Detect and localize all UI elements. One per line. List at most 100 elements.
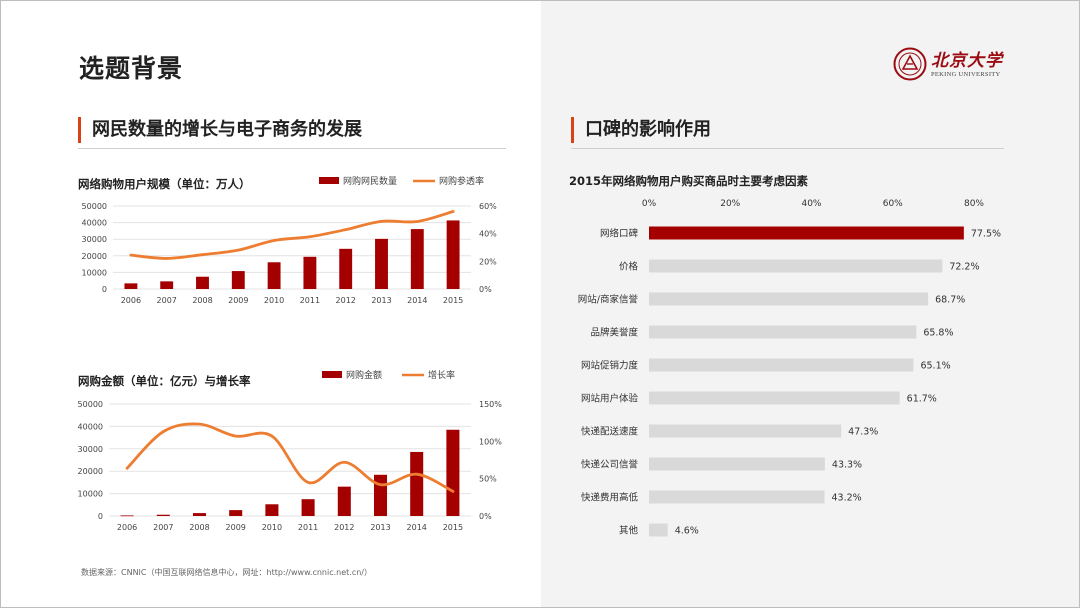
x-tick-label: 2015 <box>443 296 463 305</box>
bar <box>649 358 914 372</box>
bar <box>192 513 207 516</box>
bar <box>649 490 825 504</box>
line-point <box>308 235 312 239</box>
legend-bar-swatch <box>322 371 342 378</box>
value-label: 65.1% <box>920 361 950 372</box>
x-tick-label: 2009 <box>226 523 246 532</box>
x-tick-label: 2012 <box>334 523 354 532</box>
bar <box>649 325 917 339</box>
left-section-divider <box>78 148 506 149</box>
y-tick-label: 20000 <box>82 252 107 261</box>
x-tick-label: 2010 <box>264 296 284 305</box>
value-label: 47.3% <box>848 427 878 438</box>
source-note: 数据来源：CNNIC（中国互联网络信息中心，网址：http://www.cnni… <box>81 568 372 577</box>
line-point <box>451 490 455 493</box>
y-tick-label: 10000 <box>78 490 103 499</box>
legend-line-label: 网购参透率 <box>439 175 484 187</box>
y-tick-label: 0 <box>102 285 107 294</box>
x-tick-label: 2008 <box>189 523 209 532</box>
page-title: 选题背景 <box>79 54 184 83</box>
line-point <box>198 422 201 426</box>
x-tick-label: 0% <box>642 199 657 209</box>
y2-tick-label: 20% <box>479 257 497 266</box>
x-tick-label: 20% <box>720 199 740 209</box>
x-tick-label: 2011 <box>300 296 320 305</box>
bar <box>649 259 943 273</box>
category-label: 网站促销力度 <box>581 360 639 372</box>
users-combo-chart: 网络购物用户规模（单位：万人） 网购网民数量 网购参透率 50000 40000 3000… <box>78 175 497 305</box>
bar <box>649 226 964 240</box>
bar <box>160 281 174 289</box>
y-tick-label: 20000 <box>78 467 103 476</box>
line-point <box>272 239 276 242</box>
left-section-title: 网民数量的增长与电子商务的发展 <box>78 117 362 143</box>
line-point <box>380 220 383 223</box>
y-tick-label: 30000 <box>82 235 107 244</box>
x-tick-label: 2007 <box>157 296 177 305</box>
bar <box>231 271 245 289</box>
line-point <box>451 210 455 213</box>
sales-combo-chart: 网购金额（单位：亿元）与增长率 网购金额 增长率 50000 40000 30000 200… <box>78 369 503 532</box>
value-label: 72.2% <box>949 262 979 273</box>
category-label: 快递公司信誉 <box>581 459 639 471</box>
bar <box>649 457 825 471</box>
line-point <box>201 253 204 256</box>
category-label: 网站/商家信誉 <box>578 294 639 306</box>
x-tick-label: 2014 <box>407 523 427 532</box>
bar <box>410 451 424 516</box>
legend-line-label: 增长率 <box>428 369 455 381</box>
legend-bar-label: 网购金额 <box>346 369 382 381</box>
bar <box>649 292 929 306</box>
bar <box>337 486 351 516</box>
university-logo: 北京大学 PEKING UNIVERSITY <box>893 45 1013 85</box>
bar <box>649 424 842 438</box>
y2-tick-label: 0% <box>479 512 492 521</box>
category-label: 网络口碑 <box>600 228 639 240</box>
seal-icon <box>893 47 927 81</box>
bar <box>303 256 317 289</box>
category-label: 快递配送速度 <box>581 426 639 438</box>
bar <box>373 474 388 516</box>
y-tick-label: 50000 <box>78 400 103 409</box>
series-line <box>125 422 455 493</box>
x-tick-label: 2007 <box>153 523 173 532</box>
y-tick-label: 0 <box>98 512 103 521</box>
bar <box>267 262 281 289</box>
line-point <box>306 481 310 484</box>
value-label: 77.5% <box>971 229 1001 240</box>
x-tick-label: 2015 <box>443 523 463 532</box>
line-point <box>129 253 133 257</box>
x-tick-label: 2008 <box>192 296 212 305</box>
category-label: 价格 <box>619 261 639 273</box>
bar <box>265 504 279 516</box>
line-point <box>415 472 419 476</box>
bar <box>339 248 353 289</box>
category-label: 快递费用高低 <box>581 492 639 504</box>
bar <box>229 510 243 516</box>
x-tick-label: 2012 <box>336 296 356 305</box>
x-tick-label: 2010 <box>262 523 282 532</box>
y-tick-label: 50000 <box>82 202 107 211</box>
x-tick-label: 60% <box>883 199 903 209</box>
bar <box>375 238 388 289</box>
line-point <box>344 228 348 231</box>
y2-tick-label: 0% <box>479 285 492 294</box>
bar <box>446 429 460 516</box>
value-label: 43.3% <box>832 460 862 471</box>
bar <box>410 229 424 289</box>
right-section-divider <box>571 148 1004 149</box>
line-point <box>270 434 274 438</box>
y2-tick-label: 60% <box>479 202 497 211</box>
x-tick-label: 40% <box>801 199 821 209</box>
x-tick-label: 2009 <box>228 296 248 305</box>
x-tick-label: 80% <box>964 199 984 209</box>
bar <box>196 276 209 289</box>
y2-tick-label: 100% <box>479 437 502 446</box>
series-line <box>129 210 455 260</box>
x-tick-label: 2013 <box>371 296 391 305</box>
y-tick-label: 30000 <box>78 445 103 454</box>
value-label: 4.6% <box>675 526 699 537</box>
chart-title: 网络购物用户规模（单位：万人） <box>78 177 251 191</box>
bar <box>301 499 315 516</box>
line-point <box>237 248 240 252</box>
